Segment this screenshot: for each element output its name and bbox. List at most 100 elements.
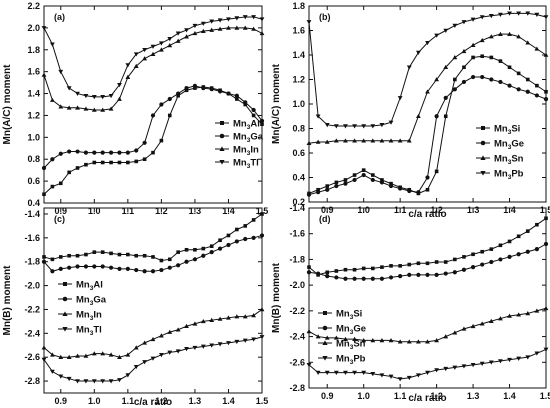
data-point	[117, 252, 122, 257]
data-point	[100, 250, 105, 254]
data-point	[158, 41, 164, 46]
data-point	[41, 357, 47, 362]
data-point	[507, 11, 512, 16]
data-point	[507, 65, 512, 70]
data-point	[333, 138, 339, 143]
x-axis-label: c/a ratio	[408, 209, 446, 220]
y-tick-label: -1.8	[24, 257, 40, 267]
x-tick-label: 0.9	[321, 391, 334, 401]
data-point	[406, 339, 412, 344]
x-tick-label: 1.0	[357, 391, 370, 401]
data-point	[67, 253, 71, 258]
y-tick-label: -2.0	[24, 281, 40, 291]
data-point	[192, 83, 198, 88]
series-line	[43, 85, 263, 169]
data-point	[470, 265, 476, 270]
data-point	[534, 247, 539, 252]
data-point	[452, 365, 458, 370]
data-point	[175, 38, 181, 43]
data-point	[209, 343, 215, 348]
data-point	[108, 150, 114, 155]
data-point	[234, 239, 239, 244]
legend-marker	[219, 160, 225, 165]
data-point	[352, 124, 357, 129]
data-point	[516, 87, 521, 92]
data-point	[434, 368, 440, 373]
data-point	[242, 25, 248, 30]
data-point	[100, 264, 105, 269]
data-point	[251, 26, 257, 31]
data-point	[333, 370, 339, 375]
data-point	[334, 269, 339, 273]
data-point	[133, 364, 139, 370]
y-tick-label: -1.8	[289, 254, 305, 264]
data-point	[92, 250, 97, 254]
data-point	[361, 172, 366, 178]
legend-marker	[62, 327, 68, 332]
data-point	[49, 369, 55, 374]
data-point	[498, 257, 503, 262]
data-point	[58, 69, 64, 75]
data-point	[83, 150, 89, 155]
data-point	[525, 11, 531, 16]
data-point	[92, 160, 97, 165]
data-point	[516, 312, 522, 317]
data-point	[380, 178, 384, 182]
data-point	[470, 323, 476, 329]
data-point	[406, 375, 412, 381]
y-axis-label: Mn(B) moment	[2, 265, 13, 336]
data-point	[100, 379, 106, 384]
legend-label: Mn3In	[233, 145, 259, 158]
data-point	[325, 184, 330, 188]
legend-entry: Mn3Sn	[476, 154, 524, 166]
data-point	[407, 272, 412, 277]
data-point	[150, 51, 156, 56]
data-point	[167, 329, 173, 334]
data-point	[425, 187, 430, 192]
legend-marker	[62, 311, 68, 316]
data-point	[462, 255, 466, 259]
series-line	[308, 12, 547, 127]
data-point	[200, 28, 206, 33]
data-point	[388, 275, 394, 280]
data-point	[251, 313, 257, 318]
data-point	[151, 150, 155, 155]
data-point	[217, 246, 223, 251]
data-point	[83, 353, 89, 358]
legend-label: Mn3Tl	[233, 158, 259, 171]
data-point	[201, 253, 206, 258]
data-point	[91, 379, 97, 384]
x-tick-label: 1.1	[122, 396, 135, 406]
data-point	[488, 34, 494, 39]
data-point	[479, 361, 485, 366]
data-point	[370, 138, 376, 143]
data-point	[243, 100, 248, 105]
y-tick-label: 1.8	[292, 1, 305, 11]
chart-panel-1: 0.9 1.0 1.1 1.2 1.3 1.4 1.50.40.60.81.01.21.41…	[2, 1, 268, 216]
data-point	[66, 354, 72, 359]
data-point	[544, 216, 548, 221]
data-point	[361, 168, 366, 172]
y-tick-label: 1.4	[27, 89, 40, 99]
legend-label: Mn3Al	[76, 280, 103, 293]
data-point	[343, 181, 348, 186]
panel-label: (a)	[54, 12, 65, 22]
data-point	[209, 244, 214, 248]
y-tick-label: -1.6	[289, 229, 305, 239]
data-point	[544, 89, 548, 94]
x-tick-label: 1.5	[540, 391, 550, 401]
data-point	[125, 352, 131, 357]
data-point	[461, 79, 467, 85]
data-point	[175, 349, 181, 354]
data-point	[234, 25, 240, 30]
data-point	[142, 340, 148, 345]
data-point	[184, 85, 189, 91]
data-point	[316, 271, 321, 276]
data-point	[184, 323, 189, 328]
data-point	[108, 352, 114, 357]
data-point	[306, 192, 312, 197]
data-point	[184, 88, 189, 93]
series-mn3tl	[41, 335, 265, 384]
data-point	[470, 363, 476, 368]
data-point	[150, 44, 156, 49]
